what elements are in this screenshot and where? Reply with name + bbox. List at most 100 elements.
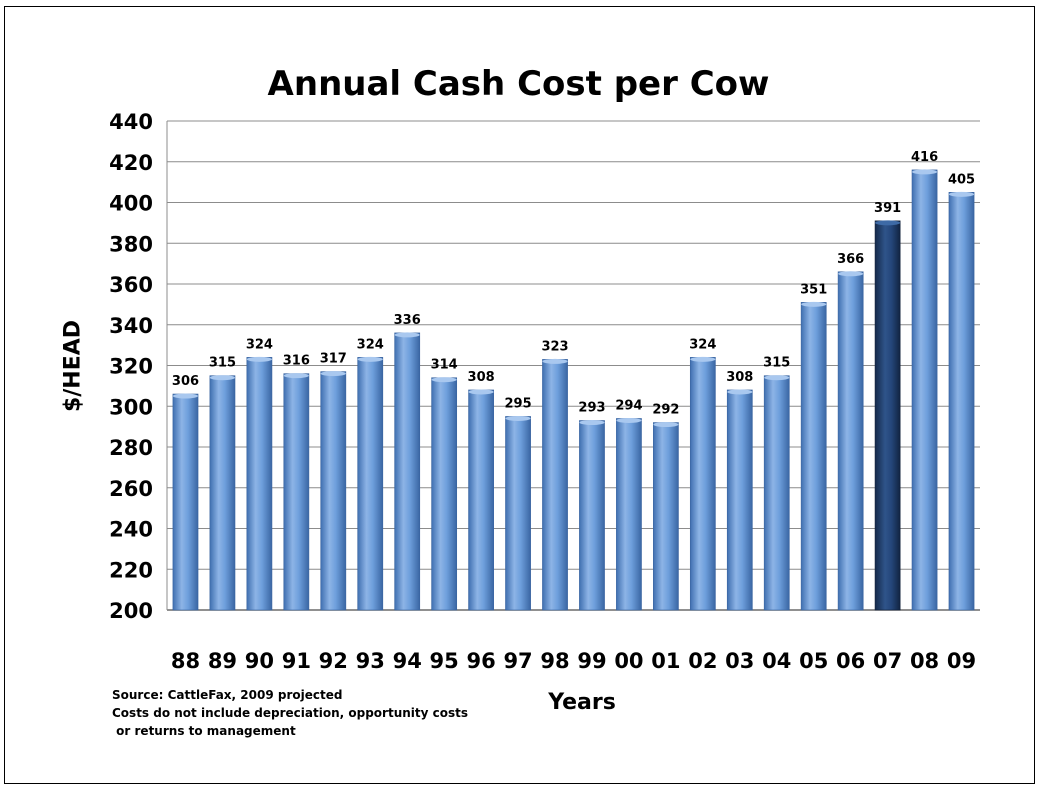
x-tick-labels: 88 89 90 91 92 93 94 95 96 97 98 99 00 01 02 03 04 05 06 07… [171, 649, 976, 673]
x-tick-label-99: 99 [577, 649, 606, 673]
bar-04 [763, 375, 790, 611]
x-tick-label-97: 97 [503, 649, 532, 673]
bar-cap-09 [948, 191, 975, 197]
data-label-88: 306 [172, 374, 199, 389]
data-label-94: 336 [394, 313, 421, 328]
data-label-01: 292 [652, 403, 679, 418]
data-label-00: 294 [615, 398, 642, 413]
bar-cap-01 [653, 422, 679, 428]
bar-99 [579, 420, 605, 611]
data-label-90: 324 [246, 337, 273, 352]
data-label-91: 316 [283, 354, 310, 369]
data-label-95: 314 [431, 358, 458, 373]
data-labels: 306 315 324 316 317 324 336 314 308 295 323 293 294 2… [172, 150, 975, 418]
bar-01 [653, 422, 679, 611]
x-axis-label: Years [548, 690, 616, 715]
bar-cap-99 [579, 420, 605, 426]
bar-cap-00 [616, 417, 642, 423]
bar-cap-97 [505, 415, 531, 421]
data-label-98: 323 [541, 339, 568, 354]
bar-89 [209, 375, 236, 611]
bar-91 [283, 373, 310, 611]
data-label-09: 405 [948, 172, 975, 187]
bar-cap-92 [320, 371, 346, 377]
y-tick-label: 300 [109, 395, 153, 419]
bar-00 [616, 418, 642, 611]
source-line: Source: CattleFax, 2009 projected [112, 688, 343, 702]
bar-98 [542, 359, 568, 611]
bar-09 [948, 192, 975, 611]
x-tick-label-02: 02 [688, 649, 717, 673]
bar-cap-93 [357, 356, 383, 362]
bar-92 [320, 371, 347, 611]
data-label-99: 293 [578, 401, 605, 416]
bar-cap-04 [764, 375, 790, 381]
bar-90 [246, 357, 273, 611]
data-label-96: 308 [468, 370, 495, 385]
x-tick-label-90: 90 [245, 649, 274, 673]
x-tick-label-07: 07 [873, 649, 902, 673]
data-label-89: 315 [209, 356, 236, 371]
bar-cap-96 [468, 389, 494, 395]
costs-note-line: Costs do not include depreciation, oppor… [112, 706, 469, 720]
y-tick-label: 220 [109, 558, 153, 582]
data-label-02: 324 [689, 337, 716, 352]
y-tick-label: 380 [109, 232, 153, 256]
bar-06 [837, 271, 864, 611]
bar-cap-07 [875, 220, 901, 226]
bar-94 [394, 332, 421, 611]
costs-note-line-continued: or returns to management [112, 724, 296, 738]
bar-05 [800, 302, 827, 611]
y-tick-label: 440 [109, 110, 153, 134]
x-tick-label-91: 91 [282, 649, 311, 673]
bar-93 [357, 357, 384, 611]
y-axis-label: $/HEAD [60, 319, 86, 413]
bar-08 [911, 169, 938, 611]
chart-title: Annual Cash Cost per Cow [267, 64, 770, 104]
y-tick-label: 400 [109, 192, 153, 216]
y-tick-label: 240 [109, 518, 153, 542]
data-label-06: 366 [837, 252, 864, 267]
bar-cap-91 [283, 373, 309, 379]
bars [172, 169, 975, 611]
bar-cap-06 [838, 271, 864, 277]
x-tick-label-94: 94 [393, 649, 422, 673]
y-tick-label: 320 [109, 355, 153, 379]
bar-03 [726, 389, 753, 611]
y-tick-label: 260 [109, 477, 153, 501]
x-tick-label-98: 98 [540, 649, 569, 673]
bar-95 [431, 377, 458, 611]
data-label-97: 295 [504, 396, 531, 411]
x-tick-label-93: 93 [356, 649, 385, 673]
y-tick-label: 360 [109, 273, 153, 297]
y-tick-label: 200 [109, 599, 153, 623]
bar-97 [505, 416, 531, 611]
x-tick-label-03: 03 [725, 649, 754, 673]
x-tick-label-04: 04 [762, 649, 791, 673]
bar-02 [689, 357, 716, 611]
bar-cap-05 [801, 301, 827, 307]
bar-96 [468, 389, 494, 611]
bar-cap-02 [690, 356, 716, 362]
bar-cap-89 [209, 375, 235, 381]
y-tick-label: 420 [109, 151, 153, 175]
y-tick-label: 340 [109, 314, 153, 338]
x-tick-label-89: 89 [208, 649, 237, 673]
bar-cap-90 [246, 356, 272, 362]
bar-07 [874, 220, 901, 611]
bar-cap-03 [727, 389, 753, 395]
data-label-07: 391 [874, 201, 901, 216]
x-tick-label-92: 92 [319, 649, 348, 673]
data-label-92: 317 [320, 352, 347, 367]
data-label-93: 324 [357, 337, 384, 352]
x-tick-label-95: 95 [430, 649, 459, 673]
bar-88 [172, 393, 199, 611]
x-tick-label-00: 00 [614, 649, 643, 673]
bar-cap-94 [394, 332, 420, 338]
x-tick-label-06: 06 [836, 649, 865, 673]
data-label-03: 308 [726, 370, 753, 385]
x-tick-label-05: 05 [799, 649, 828, 673]
bar-cap-95 [431, 377, 457, 383]
bar-cap-08 [912, 169, 938, 175]
